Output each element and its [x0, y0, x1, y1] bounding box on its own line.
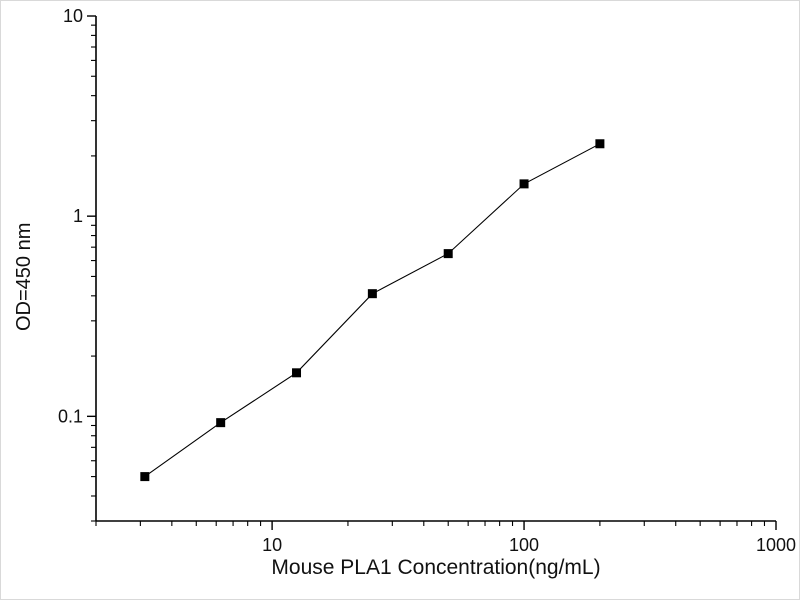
- data-point-marker: [595, 139, 605, 149]
- data-point-marker: [140, 472, 150, 482]
- y-tick-label: 0.1: [58, 406, 83, 426]
- data-point-marker: [216, 418, 226, 428]
- data-point-marker: [519, 179, 529, 189]
- x-tick-label: 10: [262, 535, 282, 555]
- data-point-marker: [443, 249, 453, 259]
- x-tick-label: 100: [509, 535, 539, 555]
- data-point-marker: [367, 289, 377, 299]
- y-tick-label: 10: [63, 6, 83, 26]
- x-tick-label: 1000: [756, 535, 796, 555]
- data-series-line: [144, 143, 601, 478]
- data-point-marker: [292, 368, 302, 378]
- y-tick-label: 1: [73, 206, 83, 226]
- x-axis-title: Mouse PLA1 Concentration(ng/mL): [271, 556, 601, 579]
